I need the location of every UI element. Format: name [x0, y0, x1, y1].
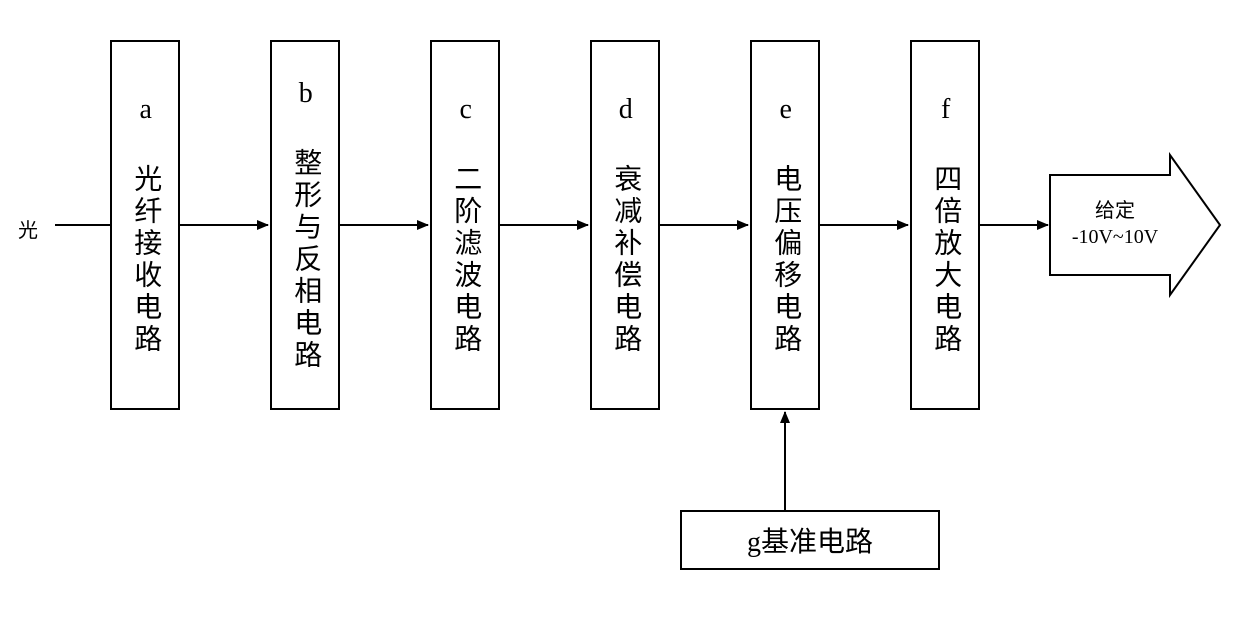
block-b: b 整形与反相电路 [270, 40, 340, 410]
block-d: d 衰减补偿电路 [590, 40, 660, 410]
block-e-label: e 电压偏移电路 [767, 94, 803, 356]
block-a-label: a 光纤接收电路 [127, 94, 163, 356]
block-e: e 电压偏移电路 [750, 40, 820, 410]
block-b-label: b 整形与反相电路 [287, 78, 323, 372]
block-d-label: d 衰减补偿电路 [607, 94, 643, 356]
block-f: f 四倍放大电路 [910, 40, 980, 410]
block-f-label: f 四倍放大电路 [927, 94, 963, 356]
block-c-label: c 二阶滤波电路 [447, 94, 483, 356]
diagram-canvas: 光 a 光纤接收电路 b 整形与反相电路 c 二阶滤波电路 d 衰减补偿电路 e… [0, 0, 1240, 629]
block-a: a 光纤接收电路 [110, 40, 180, 410]
input-label: 光 [18, 214, 38, 243]
block-g-label: g基准电路 [747, 520, 873, 560]
block-g: g基准电路 [680, 510, 940, 570]
block-c: c 二阶滤波电路 [430, 40, 500, 410]
output-label-line2: -10V~10V [1060, 224, 1170, 250]
output-label-line1: 给定 [1060, 198, 1170, 224]
output-label: 给定 -10V~10V [1060, 198, 1170, 250]
